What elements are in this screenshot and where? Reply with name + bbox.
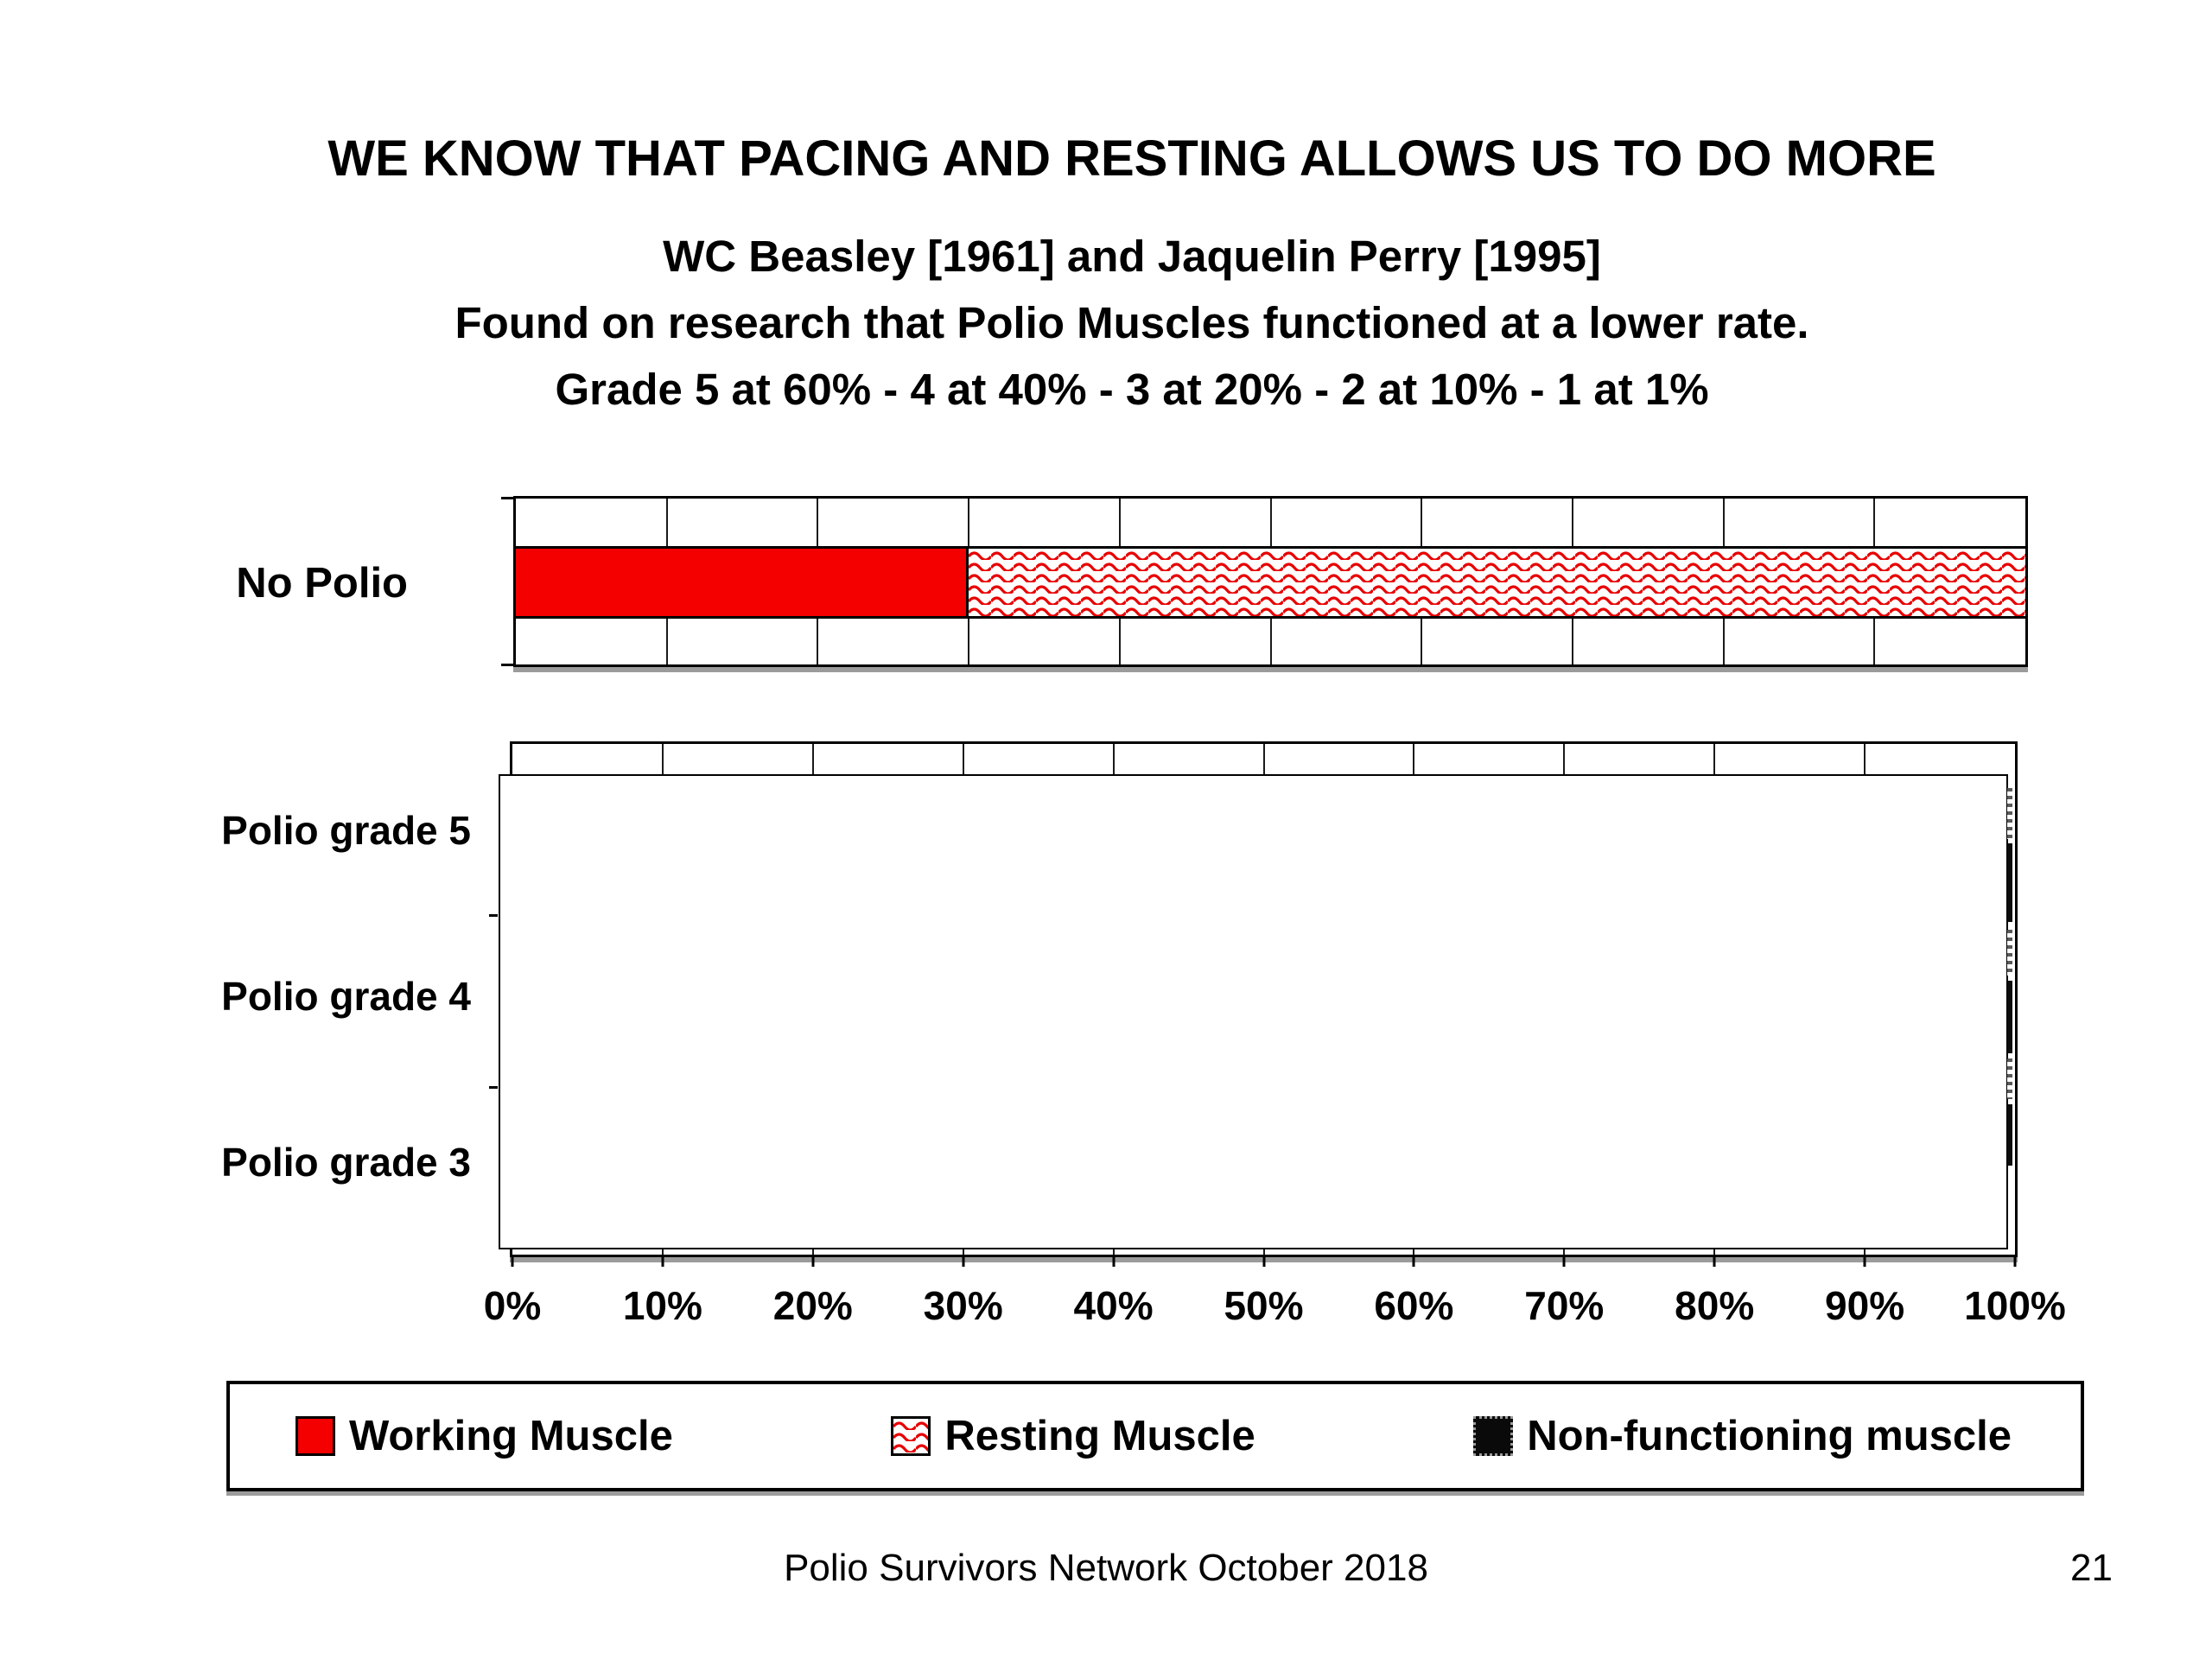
- legend-item-working: Working Muscle: [296, 1412, 673, 1460]
- x-tick-label-30: 30%: [923, 1283, 1003, 1328]
- x-tick-label-40: 40%: [1073, 1283, 1154, 1328]
- axis-tick: [501, 664, 513, 666]
- legend-item-resting: Resting Muscle: [891, 1412, 1255, 1460]
- x-tick-label-100: 100%: [1964, 1283, 2066, 1328]
- category-label-no-polio: No Polio: [236, 560, 408, 607]
- x-tick-label-20: 20%: [772, 1283, 853, 1328]
- white-cover-overlay: [499, 774, 2008, 1249]
- footer-text: Polio Survivors Network October 2018: [784, 1547, 1428, 1589]
- legend-label: Resting Muscle: [944, 1413, 1255, 1459]
- axis-tick: [811, 1255, 815, 1267]
- axis-tick: [1863, 1255, 1866, 1267]
- x-tick-label-90: 90%: [1825, 1283, 1905, 1328]
- legend-label: Non-functioning muscle: [1527, 1413, 2012, 1459]
- non-functioning-muscle-swatch-icon: [1473, 1416, 1514, 1456]
- grade4-resting-bar-tip: [2007, 930, 2012, 976]
- polio-grades-chart-plot-area: Polio grade 5 Polio grade 4 Polio grade …: [221, 741, 2066, 1328]
- no-polio-chart-plot-area: No Polio: [236, 496, 2028, 667]
- resting-muscle-segment: [969, 549, 2025, 616]
- grade5-non-functioning-bar-tip: [2007, 843, 2012, 922]
- working-muscle-segment: [516, 549, 969, 616]
- axis-tick: [489, 914, 498, 917]
- no-polio-stacked-bar: [516, 546, 2025, 619]
- resting-muscle-swatch-icon: [891, 1416, 931, 1456]
- grade3-resting-bar-tip: [2007, 1058, 2012, 1099]
- legend: Working Muscle Resting Muscle Non-functi…: [226, 1381, 2084, 1491]
- x-tick-label-80: 80%: [1675, 1283, 1755, 1328]
- axis-tick: [1262, 1255, 1265, 1267]
- legend-item-non-functioning: Non-functioning muscle: [1473, 1412, 2012, 1460]
- axis-tick: [2013, 1255, 2017, 1267]
- grade5-resting-bar-tip: [2007, 788, 2012, 839]
- axis-tick: [1112, 1255, 1116, 1267]
- x-tick-label-70: 70%: [1524, 1283, 1605, 1328]
- category-label-grade4: Polio grade 4: [221, 974, 471, 1019]
- axis-tick: [962, 1255, 965, 1267]
- subtitle-line-3: Grade 5 at 60% - 4 at 40% - 3 at 20% - 2…: [555, 365, 1709, 414]
- subtitle-line-1: WC Beasley [1961] and Jaquelin Perry [19…: [663, 232, 1601, 281]
- axis-tick: [661, 1255, 664, 1267]
- x-tick-label-10: 10%: [622, 1283, 702, 1328]
- grade3-non-functioning-bar-tip: [2007, 1104, 2012, 1166]
- axis-tick: [511, 1255, 514, 1267]
- category-label-grade5: Polio grade 5: [221, 808, 471, 853]
- slide-subtitle: WC Beasley [1961] and Jaquelin Perry [19…: [104, 223, 2160, 423]
- page-number: 21: [2070, 1547, 2113, 1589]
- working-muscle-swatch-icon: [296, 1416, 335, 1456]
- grade4-non-functioning-bar-tip: [2007, 981, 2012, 1053]
- category-label-grade3: Polio grade 3: [221, 1140, 471, 1185]
- axis-tick: [501, 497, 513, 499]
- slide-title: WE KNOW THAT PACING AND RESTING ALLOWS U…: [327, 130, 1936, 187]
- axis-tick: [1713, 1255, 1716, 1267]
- x-tick-label-60: 60%: [1374, 1283, 1454, 1328]
- legend-label: Working Muscle: [349, 1413, 673, 1459]
- x-tick-label-0: 0%: [483, 1283, 542, 1328]
- axis-tick: [489, 1086, 498, 1089]
- axis-tick: [1562, 1255, 1566, 1267]
- x-tick-label-50: 50%: [1224, 1283, 1304, 1328]
- subtitle-line-2: Found on research that Polio Muscles fun…: [454, 298, 1809, 347]
- axis-tick: [1412, 1255, 1415, 1267]
